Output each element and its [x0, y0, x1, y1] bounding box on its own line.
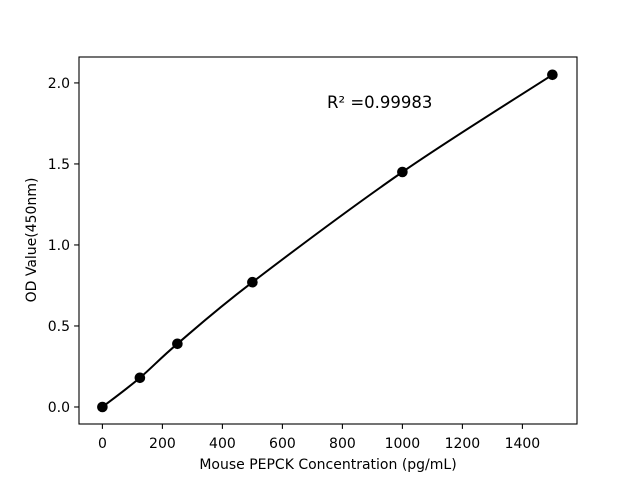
- y-tick-label: 2.0: [48, 76, 70, 92]
- x-tick-label: 400: [209, 436, 236, 452]
- r-squared-annotation: R² =0.99983: [327, 93, 432, 112]
- x-axis-label: Mouse PEPCK Concentration (pg/mL): [199, 457, 456, 473]
- data-point-marker: [547, 69, 558, 81]
- x-tick-label: 1200: [445, 436, 481, 452]
- data-point-marker: [172, 338, 183, 350]
- x-tick-label: 0: [98, 436, 107, 452]
- y-tick-label: 1.5: [48, 157, 70, 173]
- data-point-marker: [134, 372, 146, 384]
- x-tick-label: 1000: [385, 436, 421, 452]
- x-tick-label: 200: [149, 436, 176, 452]
- data-point-marker: [397, 166, 408, 178]
- fit-line: [101, 73, 553, 408]
- data-point-marker: [247, 276, 258, 288]
- plot-area: [78, 56, 578, 425]
- y-axis-label: OD Value(450nm): [24, 178, 40, 303]
- x-tick-label: 1400: [505, 436, 541, 452]
- data-point-marker: [97, 401, 108, 413]
- y-tick-label: 0.5: [48, 319, 70, 335]
- data-points: [97, 69, 558, 413]
- x-tick-label: 600: [269, 436, 296, 452]
- y-tick-label: 1.0: [48, 238, 70, 254]
- y-tick-label: 0.0: [48, 400, 70, 416]
- y-axis-ticks: 0.0 0.5 1.0 1.5 2.0: [48, 76, 79, 416]
- x-axis-ticks: 0 200 400 600 800 1000 1200 1400: [98, 424, 540, 452]
- x-tick-label: 800: [329, 436, 356, 452]
